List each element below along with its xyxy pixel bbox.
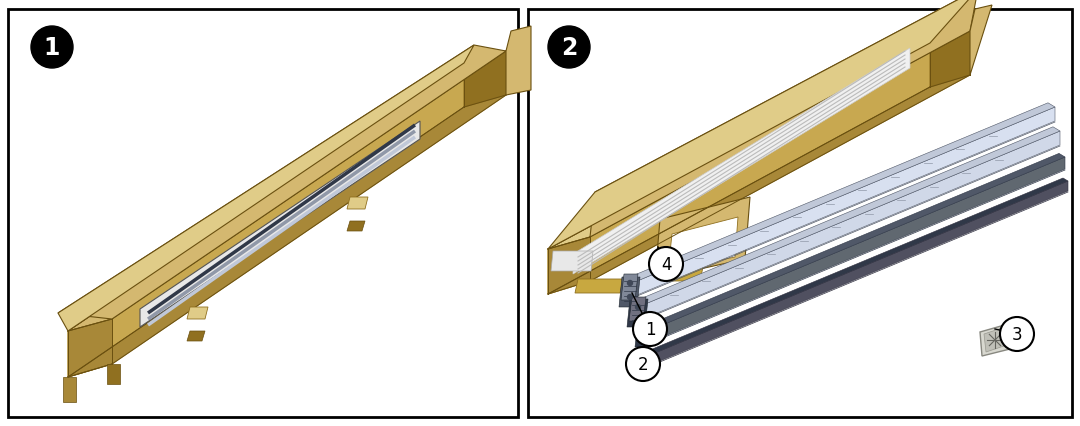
Circle shape — [1000, 317, 1034, 351]
Polygon shape — [654, 181, 1068, 363]
Polygon shape — [63, 377, 76, 402]
Text: 1: 1 — [44, 36, 60, 60]
Polygon shape — [548, 0, 978, 249]
Polygon shape — [573, 49, 910, 274]
Polygon shape — [650, 178, 1068, 353]
Polygon shape — [631, 127, 1059, 307]
Circle shape — [548, 27, 590, 69]
Polygon shape — [548, 44, 930, 294]
Polygon shape — [590, 0, 978, 237]
Polygon shape — [629, 297, 646, 321]
Polygon shape — [140, 122, 420, 327]
Circle shape — [633, 312, 667, 346]
Polygon shape — [68, 52, 507, 331]
Polygon shape — [58, 46, 474, 331]
Polygon shape — [548, 237, 590, 294]
Circle shape — [649, 248, 683, 281]
Polygon shape — [187, 307, 208, 319]
Polygon shape — [68, 96, 507, 377]
Circle shape — [626, 347, 660, 381]
Polygon shape — [347, 222, 365, 231]
Polygon shape — [623, 104, 1055, 284]
Polygon shape — [551, 251, 593, 271]
Polygon shape — [654, 268, 703, 281]
Polygon shape — [347, 198, 368, 210]
Polygon shape — [548, 32, 970, 249]
Polygon shape — [627, 299, 648, 327]
Polygon shape — [654, 198, 750, 279]
Text: 2: 2 — [561, 36, 577, 60]
Circle shape — [31, 27, 73, 69]
Polygon shape — [187, 331, 205, 341]
Polygon shape — [669, 218, 738, 271]
Bar — [528, 10, 1072, 417]
Circle shape — [644, 329, 648, 334]
Text: 4: 4 — [661, 256, 672, 273]
Polygon shape — [621, 274, 638, 300]
Polygon shape — [930, 32, 970, 88]
Polygon shape — [68, 64, 464, 377]
Polygon shape — [575, 279, 623, 294]
Polygon shape — [464, 52, 507, 108]
Polygon shape — [980, 324, 1010, 356]
Polygon shape — [984, 328, 1004, 352]
Polygon shape — [619, 277, 640, 307]
Polygon shape — [58, 46, 507, 319]
Polygon shape — [638, 132, 1059, 321]
Polygon shape — [637, 319, 652, 341]
Polygon shape — [630, 108, 1055, 298]
Polygon shape — [107, 364, 120, 384]
Bar — [8, 10, 518, 417]
Circle shape — [627, 281, 633, 286]
Text: 1: 1 — [645, 320, 656, 338]
Circle shape — [635, 319, 640, 324]
Text: 2: 2 — [637, 355, 648, 373]
Polygon shape — [635, 321, 654, 347]
Polygon shape — [648, 158, 1065, 343]
Circle shape — [644, 343, 648, 348]
Circle shape — [627, 295, 633, 300]
Polygon shape — [970, 6, 993, 76]
Polygon shape — [548, 76, 970, 294]
Polygon shape — [642, 154, 1065, 331]
Text: 3: 3 — [1012, 325, 1023, 343]
Polygon shape — [68, 319, 112, 377]
Polygon shape — [507, 27, 531, 96]
Circle shape — [635, 305, 640, 310]
